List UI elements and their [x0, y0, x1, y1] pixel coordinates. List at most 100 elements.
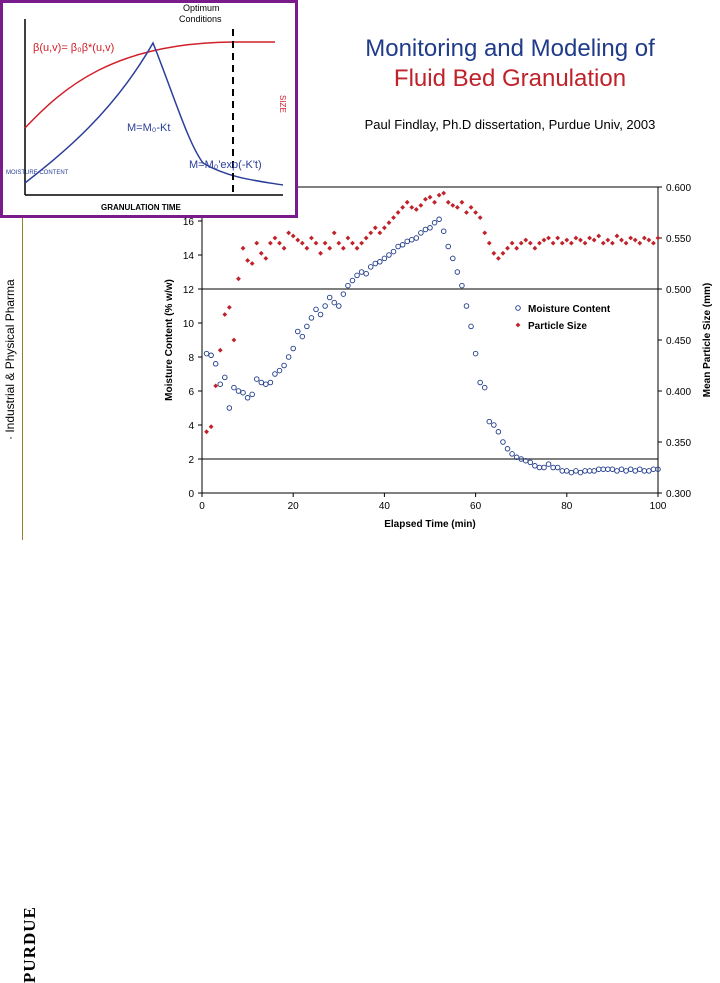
y2-tick-label: 0.400 [666, 387, 691, 398]
moisture-point [358, 269, 365, 275]
particle-size-point [309, 235, 314, 241]
moisture-point [240, 389, 246, 396]
moisture-point [276, 367, 283, 374]
particle-size-point [400, 205, 406, 210]
inset-equation-beta: β(u,v)= β₀β*(u,v) [33, 42, 114, 54]
inset-equation-linear: M=M₀-Kt [127, 122, 170, 134]
moisture-point [541, 464, 547, 471]
particle-size-point [578, 237, 583, 243]
moisture-point [495, 429, 502, 435]
particle-size-point [655, 235, 661, 241]
moisture-point [564, 468, 570, 474]
particle-size-point [532, 245, 538, 251]
particle-size-point [226, 304, 232, 310]
moisture-point [404, 238, 410, 245]
plot-area [201, 186, 659, 494]
moisture-point [518, 456, 524, 462]
particle-size-point [486, 240, 492, 246]
particle-size-point [518, 240, 524, 246]
particle-size-point [404, 199, 410, 205]
moisture-point [463, 303, 470, 309]
moisture-point [618, 466, 625, 472]
particle-size-point [386, 220, 392, 226]
moisture-point [477, 379, 483, 386]
particle-size-point [614, 233, 620, 239]
moisture-point [267, 379, 274, 386]
particle-size-point [468, 205, 474, 210]
moisture-point [459, 282, 465, 289]
particle-size-point [359, 240, 364, 246]
particle-size-point [432, 199, 437, 205]
particle-size-point [318, 250, 323, 256]
moisture-point [372, 260, 379, 267]
moisture-point [304, 323, 310, 330]
particle-size-point [354, 245, 360, 251]
moisture-point [646, 468, 652, 474]
particle-size-point [505, 245, 510, 251]
particle-size-point [236, 276, 241, 282]
particle-size-point [304, 245, 310, 251]
particle-size-point [368, 230, 374, 236]
moisture-point [431, 219, 438, 226]
particle-size-point [514, 245, 520, 251]
moisture-point [481, 384, 488, 391]
x-tick-label: 80 [561, 501, 573, 512]
particle-size-point [363, 235, 369, 241]
particle-size-point [573, 235, 579, 241]
moisture-point [295, 328, 301, 335]
moisture-point [486, 418, 493, 425]
moisture-point [331, 299, 337, 306]
particle-size-point [217, 347, 223, 353]
moisture-point [367, 264, 374, 270]
particle-size-point [268, 240, 273, 246]
particle-size-point [340, 245, 346, 251]
x-tick-label: 40 [379, 501, 391, 512]
particle-size-point [600, 240, 606, 246]
moisture-point [244, 395, 251, 401]
particle-size-point [464, 210, 469, 215]
particle-size-point [395, 210, 401, 215]
inset-growth-curve [24, 41, 275, 129]
x-tick-label: 0 [199, 501, 205, 512]
y2-tick-label: 0.550 [666, 234, 691, 245]
particle-size-point [541, 237, 547, 243]
moisture-point [614, 468, 620, 474]
moisture-point [491, 422, 497, 428]
moisture-point [345, 282, 351, 289]
particle-size-point [336, 240, 342, 246]
moisture-point [545, 461, 552, 467]
moisture-point [217, 381, 223, 387]
moisture-point [363, 270, 369, 277]
x-tick-label: 100 [650, 501, 667, 512]
particle-size-point [213, 383, 219, 389]
particle-size-point [427, 194, 433, 200]
particle-size-point [377, 230, 383, 236]
moisture-point [253, 376, 260, 382]
purdue-logo: PURDUE [2, 445, 39, 983]
moisture-point [326, 294, 333, 301]
moisture-point [381, 255, 388, 262]
inset-moisture-curve [24, 41, 284, 186]
x-tick-label: 60 [470, 501, 482, 512]
moisture-point [390, 248, 397, 255]
particle-size-point [605, 237, 611, 243]
moisture-point [285, 354, 292, 360]
particle-size-point [568, 240, 574, 246]
main-chart-svg: 0 2 4 6 8 10 12 14 16 0.300 0.350 0.400 0.450 0.500 0.… [164, 183, 713, 530]
moisture-point [554, 464, 561, 471]
y-tick-label: 6 [188, 387, 194, 398]
particle-size-point [299, 240, 305, 246]
moisture-point [509, 451, 515, 457]
moisture-point [500, 439, 506, 445]
particle-size-point [263, 256, 269, 261]
moisture-point [623, 468, 629, 474]
moisture-point [258, 379, 265, 386]
particle-size-point [258, 250, 264, 256]
moisture-point [222, 374, 228, 381]
particle-size-point [509, 240, 515, 246]
moisture-point [591, 468, 597, 474]
particle-size-point [596, 233, 602, 239]
particle-size-point [313, 240, 319, 246]
moisture-point [440, 228, 447, 234]
citation: Paul Findlay, Ph.D dissertation, Purdue … [364, 117, 656, 132]
